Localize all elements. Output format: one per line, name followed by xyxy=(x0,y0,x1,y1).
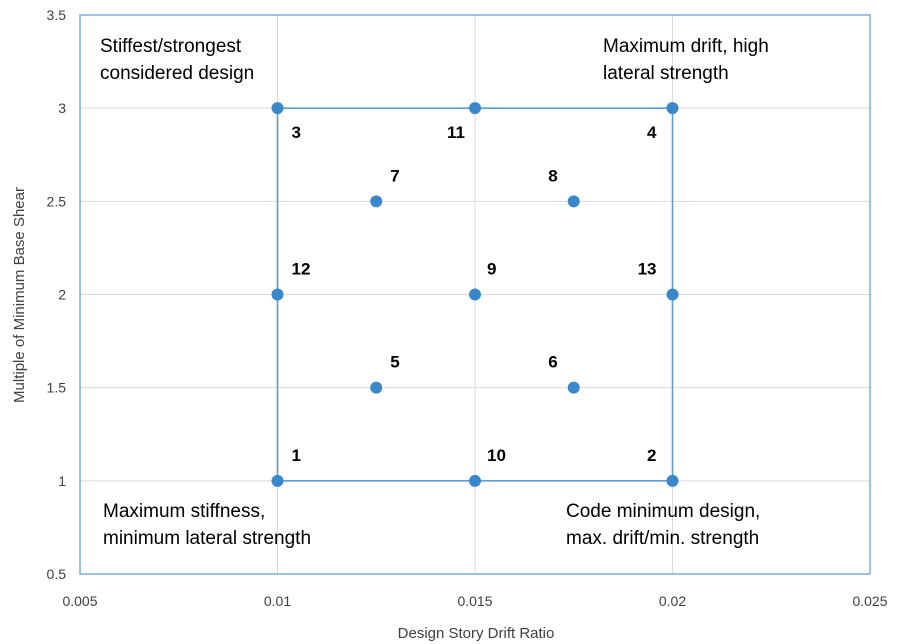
x-tick-label: 0.025 xyxy=(852,593,887,609)
x-tick-label: 0.015 xyxy=(457,593,492,609)
annotation-bottom-right-line: max. drift/min. strength xyxy=(566,528,759,549)
annotation-bottom-left-line: minimum lateral strength xyxy=(103,528,311,549)
annotation-bottom-left-line: Maximum stiffness, xyxy=(103,501,265,522)
point-label-1: 1 xyxy=(292,446,301,465)
data-point-5 xyxy=(370,381,383,394)
x-tick-label: 0.01 xyxy=(264,593,291,609)
data-point-9 xyxy=(469,288,481,301)
annotation-bottom-right-line: Code minimum design, xyxy=(566,501,760,522)
data-point-1 xyxy=(271,474,284,487)
point-label-4: 4 xyxy=(647,123,657,142)
y-tick-label: 0.5 xyxy=(47,566,67,582)
x-tick-label: 0.02 xyxy=(659,593,686,609)
point-label-6: 6 xyxy=(548,353,557,372)
data-points xyxy=(271,102,679,487)
y-tick-label: 1 xyxy=(58,473,66,489)
point-label-5: 5 xyxy=(390,353,399,372)
annotation-top-left-line: Stiffest/strongest xyxy=(100,36,242,57)
data-point-12 xyxy=(271,288,284,301)
y-tick-label: 3.5 xyxy=(47,7,67,23)
point-label-7: 7 xyxy=(390,166,399,185)
data-point-3 xyxy=(271,102,284,115)
x-tick-label: 0.005 xyxy=(62,593,97,609)
data-point-13 xyxy=(666,288,679,301)
y-tick-label: 3 xyxy=(58,100,66,116)
data-point-2 xyxy=(666,474,679,487)
plot-border xyxy=(79,14,871,575)
plot-area-border xyxy=(79,14,871,575)
y-axis-title: Multiple of Minimum Base Shear xyxy=(11,187,28,403)
y-tick-label: 1.5 xyxy=(47,380,67,396)
annotation-top-left-line: considered design xyxy=(100,63,254,84)
data-point-10 xyxy=(469,474,481,487)
point-label-12: 12 xyxy=(292,260,311,279)
y-tick-label: 2 xyxy=(58,287,66,303)
annotation-top-right-line: Maximum drift, high xyxy=(603,36,769,57)
y-tick-label: 2.5 xyxy=(47,193,67,209)
point-label-8: 8 xyxy=(548,166,557,185)
point-label-3: 3 xyxy=(292,123,301,142)
annotation-top-right-line: lateral strength xyxy=(603,63,729,84)
data-point-11 xyxy=(469,102,481,115)
data-point-4 xyxy=(666,102,679,115)
data-point-8 xyxy=(567,195,580,208)
data-point-6 xyxy=(567,381,580,394)
x-axis-tick-labels: 0.005 0.01 0.015 0.02 0.025 xyxy=(62,593,887,609)
y-axis-tick-labels: 0.5 1 1.5 2 2.5 3 3.5 xyxy=(47,7,67,582)
point-label-11: 11 xyxy=(447,123,465,142)
corner-annotations: Stiffest/strongest considered design Maxim… xyxy=(100,36,769,549)
point-label-13: 13 xyxy=(638,260,657,279)
point-label-2: 2 xyxy=(647,446,656,465)
data-point-7 xyxy=(370,195,383,208)
point-label-10: 10 xyxy=(487,446,506,465)
point-label-9: 9 xyxy=(487,260,496,279)
x-axis-title: Design Story Drift Ratio xyxy=(398,625,555,642)
